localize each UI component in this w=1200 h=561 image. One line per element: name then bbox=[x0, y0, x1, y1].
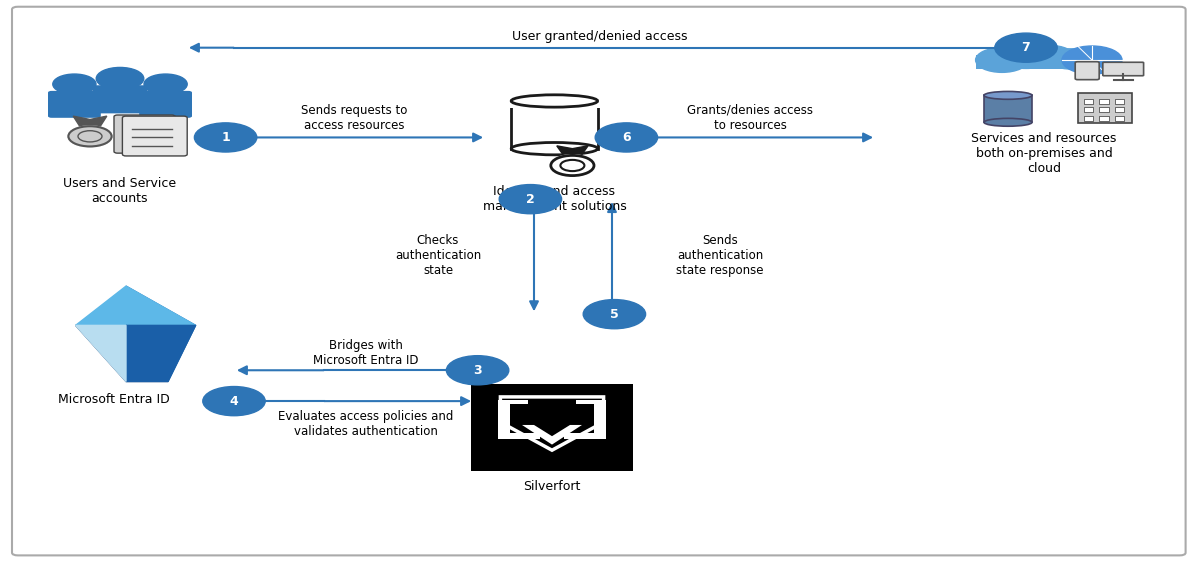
Text: 6: 6 bbox=[622, 131, 631, 144]
Text: Sends requests to
access resources: Sends requests to access resources bbox=[301, 104, 407, 132]
Text: Bridges with
Microsoft Entra ID: Bridges with Microsoft Entra ID bbox=[313, 339, 419, 367]
Ellipse shape bbox=[984, 91, 1032, 99]
Ellipse shape bbox=[511, 142, 598, 155]
Polygon shape bbox=[76, 325, 126, 381]
Text: 7: 7 bbox=[1021, 41, 1031, 54]
FancyBboxPatch shape bbox=[511, 101, 598, 149]
Circle shape bbox=[446, 356, 509, 385]
Circle shape bbox=[194, 123, 257, 152]
FancyBboxPatch shape bbox=[139, 91, 192, 118]
Text: Identity and access
management solutions: Identity and access management solutions bbox=[482, 185, 626, 213]
Text: 2: 2 bbox=[526, 192, 535, 206]
FancyBboxPatch shape bbox=[1075, 62, 1099, 80]
FancyBboxPatch shape bbox=[1115, 107, 1124, 112]
Text: User granted/denied access: User granted/denied access bbox=[512, 30, 688, 43]
Polygon shape bbox=[76, 325, 168, 381]
Text: 4: 4 bbox=[229, 394, 239, 408]
Text: Silverfort: Silverfort bbox=[523, 480, 581, 493]
FancyBboxPatch shape bbox=[505, 99, 604, 108]
PathPatch shape bbox=[522, 425, 582, 444]
FancyBboxPatch shape bbox=[1115, 116, 1124, 121]
FancyBboxPatch shape bbox=[984, 95, 1032, 122]
Circle shape bbox=[1026, 45, 1074, 68]
FancyBboxPatch shape bbox=[470, 384, 634, 471]
Text: 5: 5 bbox=[610, 307, 619, 321]
FancyBboxPatch shape bbox=[92, 85, 148, 113]
Text: 1: 1 bbox=[221, 131, 230, 144]
Ellipse shape bbox=[984, 118, 1032, 126]
Polygon shape bbox=[126, 325, 196, 381]
Polygon shape bbox=[557, 146, 588, 156]
FancyBboxPatch shape bbox=[114, 115, 175, 153]
Circle shape bbox=[96, 67, 144, 90]
Circle shape bbox=[499, 185, 562, 214]
Circle shape bbox=[995, 33, 1057, 62]
Circle shape bbox=[595, 123, 658, 152]
FancyBboxPatch shape bbox=[1084, 116, 1093, 121]
Text: Services and resources
both on-premises and
cloud: Services and resources both on-premises … bbox=[971, 132, 1117, 175]
Text: Evaluates access policies and
validates authentication: Evaluates access policies and validates … bbox=[278, 410, 454, 438]
PathPatch shape bbox=[564, 399, 606, 439]
FancyBboxPatch shape bbox=[976, 55, 1078, 69]
FancyBboxPatch shape bbox=[48, 91, 101, 118]
FancyBboxPatch shape bbox=[1084, 107, 1093, 112]
Circle shape bbox=[996, 40, 1056, 68]
FancyBboxPatch shape bbox=[1103, 62, 1144, 76]
PathPatch shape bbox=[498, 399, 540, 439]
FancyBboxPatch shape bbox=[1078, 93, 1132, 123]
FancyBboxPatch shape bbox=[12, 7, 1186, 555]
Text: Sends
authentication
state response: Sends authentication state response bbox=[677, 234, 763, 277]
Circle shape bbox=[583, 300, 646, 329]
Circle shape bbox=[53, 74, 96, 94]
Circle shape bbox=[1062, 46, 1122, 74]
Circle shape bbox=[551, 155, 594, 176]
FancyBboxPatch shape bbox=[122, 116, 187, 156]
Ellipse shape bbox=[511, 95, 598, 107]
Text: Users and Service
accounts: Users and Service accounts bbox=[64, 177, 176, 205]
FancyBboxPatch shape bbox=[1099, 107, 1109, 112]
Polygon shape bbox=[76, 286, 196, 325]
Circle shape bbox=[203, 387, 265, 416]
FancyBboxPatch shape bbox=[1099, 116, 1109, 121]
Circle shape bbox=[144, 74, 187, 94]
Text: Grants/denies access
to resources: Grants/denies access to resources bbox=[686, 104, 814, 132]
Text: 3: 3 bbox=[473, 364, 482, 377]
Polygon shape bbox=[73, 116, 107, 127]
Circle shape bbox=[976, 48, 1028, 72]
Circle shape bbox=[1049, 49, 1092, 69]
Circle shape bbox=[68, 126, 112, 146]
FancyBboxPatch shape bbox=[1115, 99, 1124, 104]
FancyBboxPatch shape bbox=[1099, 99, 1109, 104]
Text: Microsoft Entra ID: Microsoft Entra ID bbox=[58, 393, 170, 406]
Polygon shape bbox=[126, 286, 196, 381]
FancyBboxPatch shape bbox=[1084, 99, 1093, 104]
Text: Checks
authentication
state: Checks authentication state bbox=[395, 234, 481, 277]
